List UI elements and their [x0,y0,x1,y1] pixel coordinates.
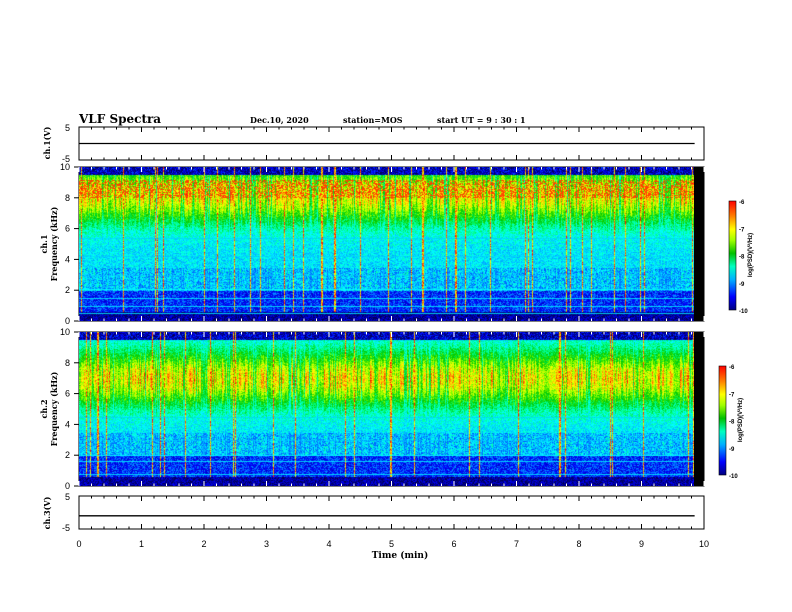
freq-tick-label: 4 [65,419,70,429]
x-tick-label: 7 [514,539,519,549]
freq-tick-label: 8 [65,358,70,368]
x-tick-label: 9 [639,539,644,549]
x-tick-label: 8 [576,539,581,549]
figure-title: VLF Spectra [78,112,161,126]
ch1-ylabel: ch.1(V) [42,126,52,159]
colorbar-tick-label: -9 [739,282,745,288]
colorbar-tick-label: -7 [739,227,745,233]
colorbar-tick-label: -10 [729,474,738,480]
freq-tick-label: 10 [60,162,70,172]
x-tick-labels: 0 1 2 3 4 5 6 7 8 9 10 [76,539,709,549]
ch2-colorbar [718,365,727,476]
ch1-colorbar-label: log(PSD)(V²/Hz) [747,233,754,277]
freq-tick-label: 6 [65,224,70,234]
station-label: station=MOS [343,115,403,125]
freq-tick-label: 0 [65,316,70,326]
ch2-spectrogram-panel: 0 2 4 6 8 10 ch.2 Frequency (kHz) -6 -7 -8 -9 -10… [39,327,744,491]
ch3-ytick-bottom: -5 [62,523,70,533]
ch1-ytick-bottom: -5 [62,154,70,164]
start-time-label: start UT = 9 : 30 : 1 [437,115,526,125]
freq-tick-label: 4 [65,254,70,264]
colorbar-tick-label: -8 [729,420,735,426]
ch1-colorbar-ticks: -6 -7 -8 -9 -10 [739,200,748,315]
ch1-spectrogram-image [79,167,694,321]
ch2-spectrogram-image [79,332,694,486]
x-axis-label: Time (min) [372,550,429,561]
ch1-spec-ylabel: Frequency (kHz) [49,206,59,281]
colorbar-tick-label: -7 [729,392,735,398]
ch2-spec-ylabel: Frequency (kHz) [49,371,59,446]
ch2-colorbar-label: log(PSD)(V²/Hz) [737,398,744,442]
x-tick-label: 3 [264,539,269,549]
colorbar-tick-label: -10 [739,309,748,315]
x-tick-label: 6 [451,539,456,549]
freq-tick-label: 10 [60,327,70,337]
ch2-colorbar-ticks: -6 -7 -8 -9 -10 [729,365,738,480]
ch2-spec-channel-label: ch.2 [39,399,49,418]
ch1-waveform-panel: 5 -5 ch.1(V) [42,123,705,164]
colorbar-tick-label: -6 [739,200,745,206]
ch3-waveform-frame [78,495,705,530]
colorbar-tick-label: -9 [729,447,735,453]
freq-tick-label: 8 [65,193,70,203]
x-tick-label: 10 [699,539,709,549]
ch3-ylabel: ch.3(V) [42,496,52,529]
ch3-waveform-panel: 5 -5 ch.3(V) [42,492,705,533]
x-tick-label: 2 [201,539,206,549]
freq-tick-label: 2 [65,285,70,295]
ch3-ytick-top: 5 [65,492,70,502]
colorbar-tick-label: -8 [739,255,745,261]
ch1-yticks: 0 2 4 6 8 10 [60,162,79,326]
freq-tick-label: 2 [65,450,70,460]
freq-tick-label: 6 [65,389,70,399]
ch1-ytick-top: 5 [65,123,70,133]
colorbar-tick-label: -6 [729,365,735,371]
x-tick-label: 0 [76,539,81,549]
ch1-spectrogram-panel: 0 2 4 6 8 10 ch.1 Frequency (kHz) -6 -7 -8 -9 -10… [39,162,754,326]
x-tick-label: 4 [326,539,331,549]
ch1-spec-channel-label: ch.1 [39,234,49,253]
x-tick-label: 5 [389,539,394,549]
freq-tick-label: 0 [65,481,70,491]
ch1-colorbar [728,200,737,311]
date-label: Dec.10, 2020 [250,115,309,125]
x-tick-marks [78,127,705,529]
x-tick-label: 1 [139,539,144,549]
ch2-yticks: 0 2 4 6 8 10 [60,327,79,491]
